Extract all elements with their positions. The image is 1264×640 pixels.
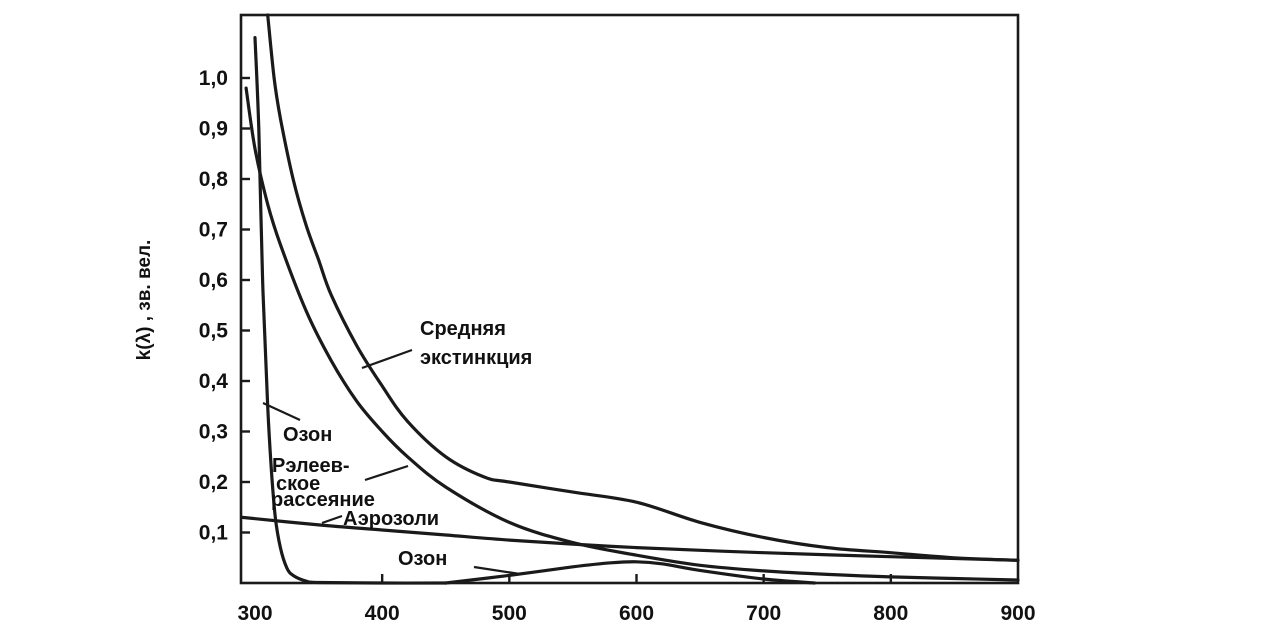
y-tick-label: 0,3 (199, 421, 228, 444)
y-tick-label: 0,1 (199, 522, 229, 545)
plot-frame (239, 13, 1020, 585)
x-tick-label: 800 (873, 602, 908, 625)
annotation-aerosol: Аэрозоли (343, 508, 439, 530)
annotation-ozone-uv: Озон (283, 424, 332, 446)
series-line-2 (240, 515, 1020, 562)
y-tick-label: 0,2 (199, 471, 228, 494)
y-tick-label: 0,6 (199, 269, 228, 292)
leader-ozone-uv (262, 402, 301, 421)
annotation-extinction-1: Средняя (420, 318, 506, 340)
x-tick-label: 700 (746, 602, 781, 625)
x-tick-label: 400 (365, 602, 400, 625)
leader-rayleigh (364, 464, 409, 482)
annotation-rayleigh-2: ское (276, 473, 320, 495)
series-line-0 (266, 13, 1020, 562)
y-axis: 0,1 0,2 0,3 0,4 0,5 0,6 0,7 0,8 0,9 1,0 (199, 67, 250, 545)
x-tick-label: 600 (619, 602, 654, 625)
x-axis: 300 400 500 600 700 800 900 (237, 574, 1036, 625)
y-tick-label: 1,0 (199, 67, 228, 90)
x-tick-label: 300 (237, 602, 272, 625)
annotation-rayleigh-3: рассеяние (271, 489, 375, 511)
curves (240, 13, 1020, 585)
y-tick-label: 0,8 (199, 168, 229, 191)
y-tick-label: 0,7 (199, 219, 228, 242)
y-tick-label: 0,9 (199, 118, 228, 141)
series-line-1 (244, 86, 1020, 582)
x-tick-label: 900 (1000, 602, 1035, 625)
y-tick-label: 0,4 (199, 370, 229, 393)
annotation-ozone-vis: Озон (398, 548, 447, 570)
annotation-rayleigh-1: Рэлеев- (272, 455, 350, 477)
leader-aerosol (321, 514, 343, 525)
annotation-extinction-2: экстинкция (420, 347, 532, 369)
x-tick-label: 500 (492, 602, 527, 625)
y-axis-label: k(λ) , зв. вел. (134, 240, 155, 361)
y-tick-label: 0,5 (199, 320, 229, 343)
leader-extinction (361, 348, 413, 370)
series-line-4 (444, 560, 817, 585)
series-line-3 (253, 36, 448, 585)
leader-ozone-vis (473, 565, 521, 576)
